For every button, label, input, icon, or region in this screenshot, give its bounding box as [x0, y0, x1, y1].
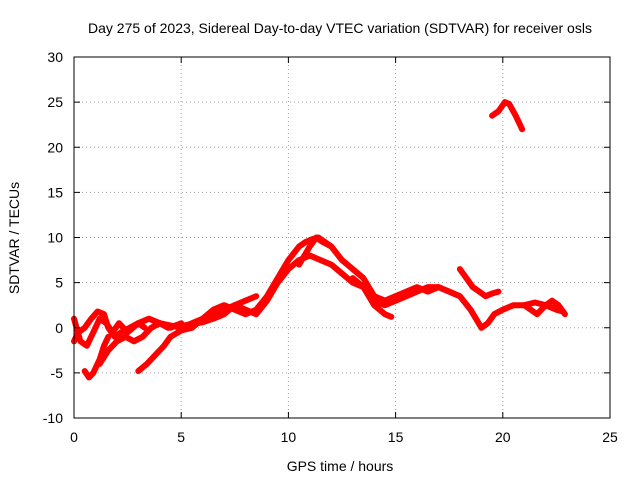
- axes: 0 5 10 15 20 25 -10 -5 0 5 10 15 20 25 30: [43, 49, 618, 445]
- x-tick-label: 10: [281, 429, 297, 445]
- x-tick-label: 0: [70, 429, 78, 445]
- chart-title: Day 275 of 2023, Sidereal Day-to-day VTE…: [88, 20, 592, 36]
- series-line-11: satellite track 11: [521, 297, 568, 318]
- y-tick-label: 30: [47, 49, 63, 65]
- data-series-group: satellite track 1satellite track 2satell…: [71, 99, 568, 381]
- y-tick-label: -10: [43, 410, 63, 426]
- y-tick-label: 20: [47, 139, 63, 155]
- series-line-8: satellite track 8: [296, 234, 463, 304]
- series-line-3: satellite track 3: [81, 333, 112, 381]
- x-tick-label: 20: [495, 429, 511, 445]
- y-axis-label: SDTVAR / TECUs: [6, 182, 22, 294]
- y-tick-label: 5: [55, 275, 63, 291]
- series-line-9: satellite track 9: [349, 275, 566, 331]
- y-tick-label: 25: [47, 94, 63, 110]
- y-tick-label: 0: [55, 320, 63, 336]
- y-tick-label: 10: [47, 230, 63, 246]
- grid: [74, 57, 610, 418]
- y-tick-label: 15: [47, 184, 63, 200]
- x-tick-label: 25: [602, 429, 618, 445]
- x-tick-label: 15: [388, 429, 404, 445]
- y-tick-label: -5: [51, 365, 64, 381]
- series-line-2: satellite track 2: [71, 308, 148, 345]
- series-line-10: satellite track 10: [456, 266, 502, 300]
- x-axis-label: GPS time / hours: [287, 458, 394, 474]
- x-tick-label: 5: [177, 429, 185, 445]
- series-line-12: satellite track 12: [489, 99, 526, 133]
